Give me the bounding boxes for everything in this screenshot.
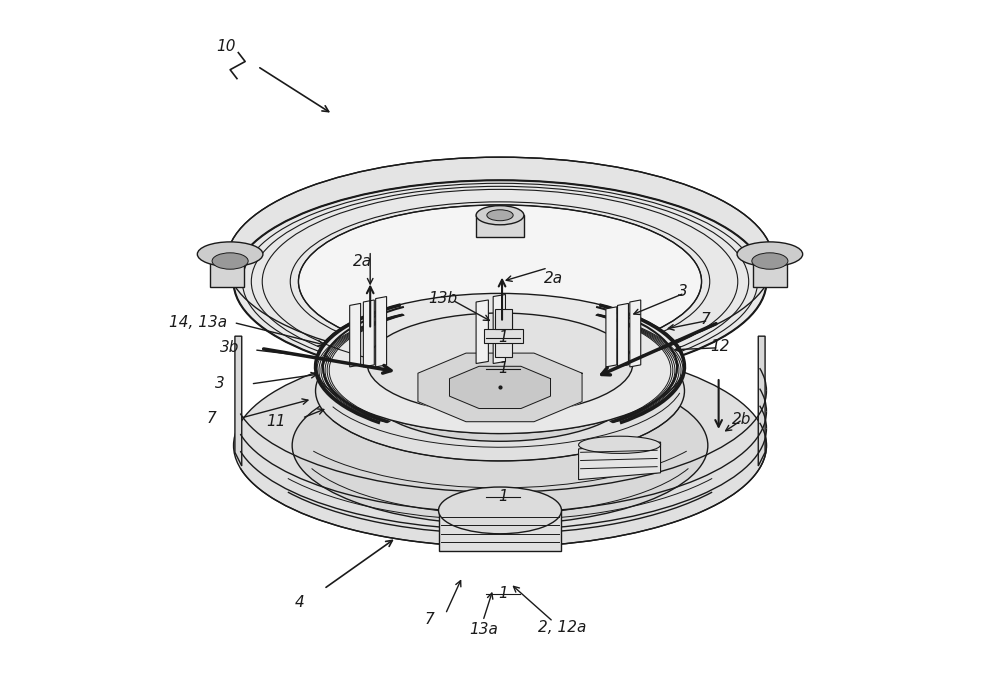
Text: 2a: 2a [544, 270, 564, 285]
Polygon shape [476, 300, 488, 364]
Text: 7: 7 [425, 612, 435, 627]
Ellipse shape [227, 157, 773, 365]
Text: 14, 13a: 14, 13a [169, 315, 227, 330]
Ellipse shape [367, 313, 633, 414]
Ellipse shape [234, 180, 766, 383]
Ellipse shape [316, 321, 684, 461]
Text: 7: 7 [206, 411, 216, 425]
Bar [753, 255, 787, 287]
Ellipse shape [316, 294, 684, 434]
Ellipse shape [298, 205, 702, 358]
Polygon shape [579, 442, 661, 480]
Text: 3b: 3b [220, 340, 239, 355]
Text: 2, 12a: 2, 12a [538, 620, 586, 635]
Text: 2b: 2b [732, 412, 752, 427]
Text: 1: 1 [498, 587, 508, 601]
Bar [484, 329, 523, 343]
Text: 1: 1 [498, 362, 508, 377]
Polygon shape [235, 336, 242, 466]
Polygon shape [363, 300, 374, 367]
Ellipse shape [487, 210, 513, 221]
Text: 13b: 13b [428, 291, 457, 306]
Polygon shape [418, 353, 582, 422]
Text: 12: 12 [710, 339, 730, 354]
Text: 10: 10 [216, 39, 236, 54]
Text: 13a: 13a [469, 622, 498, 637]
Polygon shape [439, 510, 561, 552]
Polygon shape [350, 303, 361, 367]
Text: 1: 1 [498, 330, 508, 345]
Ellipse shape [737, 242, 803, 266]
Text: 1: 1 [498, 489, 508, 504]
Polygon shape [758, 336, 765, 466]
Polygon shape [618, 303, 628, 367]
Polygon shape [376, 296, 387, 367]
Text: 2a: 2a [353, 254, 372, 268]
Polygon shape [476, 215, 524, 237]
Bar [210, 255, 244, 287]
Ellipse shape [439, 487, 561, 534]
Text: 4: 4 [295, 595, 305, 610]
Ellipse shape [234, 344, 766, 547]
Text: 11: 11 [266, 414, 286, 429]
Polygon shape [630, 300, 641, 367]
Text: 7: 7 [700, 311, 710, 327]
Ellipse shape [197, 242, 263, 266]
Ellipse shape [212, 253, 248, 269]
Polygon shape [493, 294, 505, 364]
Bar [495, 309, 512, 329]
Polygon shape [606, 307, 617, 367]
Ellipse shape [292, 366, 708, 525]
Text: 3: 3 [215, 377, 225, 392]
Polygon shape [450, 366, 550, 409]
Ellipse shape [476, 206, 524, 225]
Bar [495, 316, 512, 357]
Ellipse shape [367, 340, 633, 441]
Ellipse shape [752, 253, 788, 269]
Text: 3: 3 [678, 284, 687, 299]
Ellipse shape [579, 436, 661, 453]
